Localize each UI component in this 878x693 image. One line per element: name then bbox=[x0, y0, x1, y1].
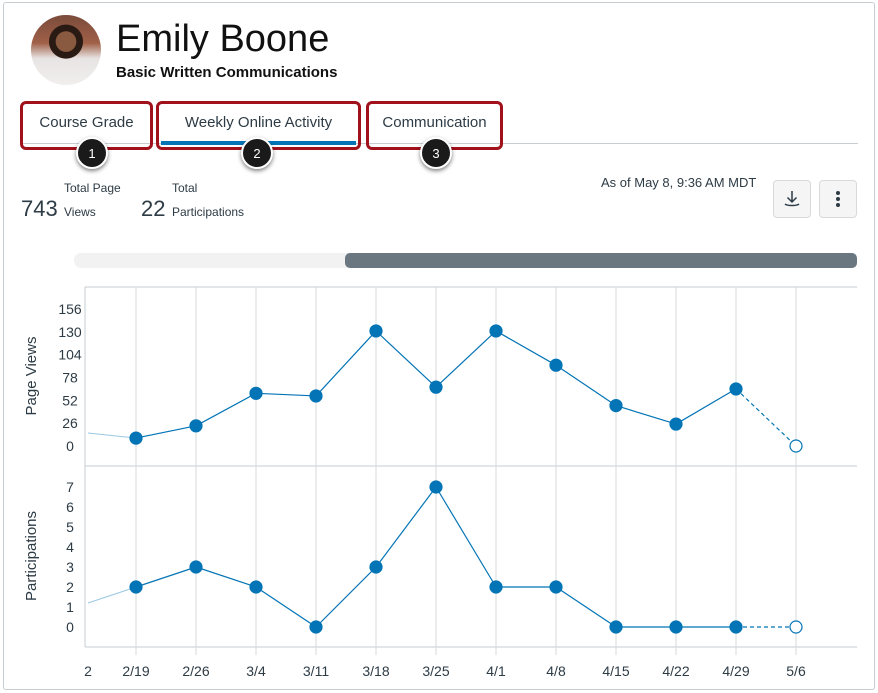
series-segment bbox=[555, 586, 617, 628]
data-point bbox=[669, 417, 683, 431]
x-tick-label: 4/22 bbox=[662, 663, 689, 679]
x-tick-label: 2/19 bbox=[122, 663, 149, 679]
callout-badge-3: 3 bbox=[420, 137, 452, 169]
data-point bbox=[249, 580, 263, 594]
y-tick-label: 78 bbox=[62, 370, 78, 386]
y-tick-label: 5 bbox=[66, 519, 74, 535]
series-segment bbox=[135, 425, 197, 439]
y-tick-label: 130 bbox=[58, 324, 82, 340]
y-tick-label: 1 bbox=[66, 599, 74, 615]
data-point bbox=[429, 480, 443, 494]
page-views-total: 743 bbox=[21, 196, 58, 221]
y-tick-label: 4 bbox=[66, 539, 74, 555]
x-tick-label: 3/18 bbox=[362, 663, 389, 679]
page-frame bbox=[3, 2, 875, 690]
series-segment-partial bbox=[735, 388, 797, 447]
y-axis-label: Page Views bbox=[23, 337, 40, 416]
callout-badge-2: 2 bbox=[241, 137, 273, 169]
series-segment bbox=[495, 330, 557, 366]
y-tick-label: 0 bbox=[66, 438, 74, 454]
series-segment bbox=[255, 586, 317, 628]
data-point bbox=[309, 389, 323, 403]
data-point bbox=[189, 560, 203, 574]
y-tick-label: 3 bbox=[66, 559, 74, 575]
series-segment bbox=[195, 566, 257, 588]
download-icon bbox=[784, 191, 800, 207]
x-tick-label: 3/4 bbox=[246, 663, 266, 679]
series-segment bbox=[555, 364, 617, 407]
data-point bbox=[669, 620, 683, 634]
x-tick-label: 5/6 bbox=[786, 663, 806, 679]
x-tick-label: 4/1 bbox=[486, 663, 506, 679]
x-tick-label-cut: 2 bbox=[84, 663, 92, 679]
y-tick-label: 26 bbox=[62, 415, 78, 431]
data-point bbox=[369, 560, 383, 574]
series-segment bbox=[195, 392, 257, 427]
series-segment bbox=[435, 486, 497, 588]
data-point bbox=[489, 324, 503, 338]
course-name: Basic Written Communications bbox=[116, 64, 338, 81]
y-tick-label: 2 bbox=[66, 579, 74, 595]
chart-scrollbar-thumb[interactable] bbox=[345, 253, 857, 268]
tab-label: Course Grade bbox=[39, 114, 134, 131]
data-point bbox=[609, 399, 623, 413]
series-segment bbox=[315, 566, 377, 628]
student-name: Emily Boone bbox=[116, 18, 330, 60]
data-point bbox=[549, 358, 563, 372]
data-point bbox=[729, 382, 743, 396]
x-tick-label: 3/25 bbox=[422, 663, 449, 679]
y-tick-label: 104 bbox=[58, 347, 82, 363]
data-point bbox=[129, 431, 143, 445]
x-tick-label: 4/15 bbox=[602, 663, 629, 679]
series-segment bbox=[615, 405, 677, 425]
participations-total: 22 bbox=[141, 196, 166, 221]
page-views-label-bottom: Views bbox=[64, 205, 96, 219]
series-segment bbox=[375, 486, 437, 568]
data-point bbox=[309, 620, 323, 634]
data-point bbox=[549, 580, 563, 594]
participations-label-bottom: Participations bbox=[172, 205, 245, 219]
avatar bbox=[31, 15, 101, 85]
series-segment bbox=[255, 392, 317, 397]
series-lead-in bbox=[87, 432, 137, 439]
as-of-timestamp: As of May 8, 9:36 AM MDT bbox=[601, 175, 757, 190]
more-options-button[interactable] bbox=[819, 180, 857, 218]
y-axis-label: Participations bbox=[23, 511, 40, 601]
kebab-menu-icon bbox=[836, 191, 840, 207]
y-tick-label: 156 bbox=[58, 301, 82, 317]
data-point bbox=[189, 419, 203, 433]
series-segment bbox=[435, 330, 497, 388]
data-point-partial bbox=[789, 620, 803, 634]
callout-badge-1: 1 bbox=[76, 137, 108, 169]
data-point-partial bbox=[789, 439, 803, 453]
y-tick-label: 7 bbox=[66, 479, 74, 495]
participations-label-top: Total bbox=[172, 181, 198, 195]
tab-label: Weekly Online Activity bbox=[184, 114, 333, 131]
x-tick-label: 2/26 bbox=[182, 663, 209, 679]
x-tick-label: 3/11 bbox=[303, 663, 329, 679]
download-button[interactable] bbox=[773, 180, 811, 218]
data-point bbox=[609, 620, 623, 634]
series-segment bbox=[315, 330, 377, 397]
data-point bbox=[429, 380, 443, 394]
series-lead-in bbox=[87, 586, 137, 604]
y-tick-label: 0 bbox=[66, 619, 74, 635]
x-tick-label: 4/8 bbox=[546, 663, 566, 679]
y-tick-label: 6 bbox=[66, 499, 74, 515]
data-point bbox=[489, 580, 503, 594]
data-point bbox=[369, 324, 383, 338]
y-tick-label: 52 bbox=[62, 392, 78, 408]
series-segment bbox=[135, 566, 197, 588]
x-tick-label: 4/29 bbox=[722, 663, 749, 679]
series-segment bbox=[375, 330, 437, 388]
data-point bbox=[129, 580, 143, 594]
page-views-label-top: Total Page bbox=[64, 181, 121, 195]
data-point bbox=[249, 386, 263, 400]
data-point bbox=[729, 620, 743, 634]
tab-label: Communication bbox=[382, 114, 487, 131]
series-segment bbox=[675, 388, 737, 425]
